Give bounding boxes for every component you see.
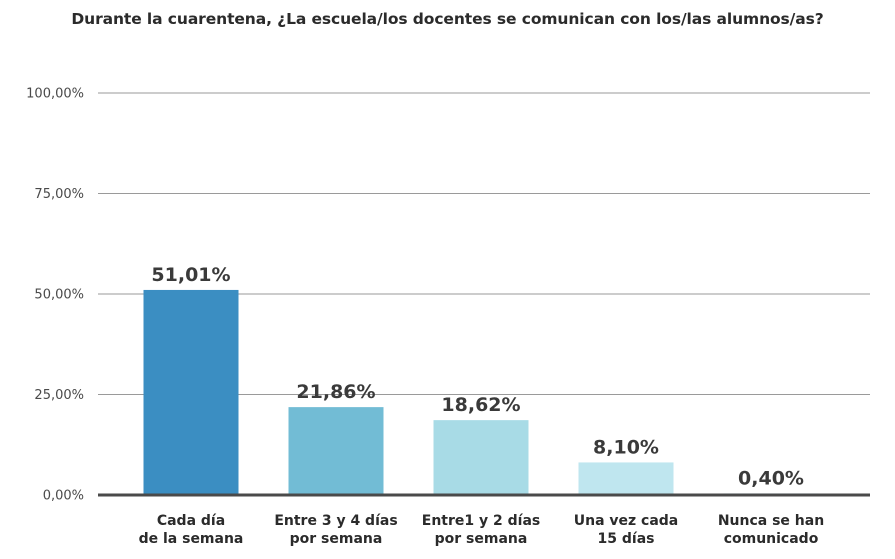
bars xyxy=(143,289,819,495)
x-tick-label: Cada día xyxy=(157,513,225,529)
x-tick-label: Entre 3 y 4 días xyxy=(274,513,397,529)
x-tick-label: comunicado xyxy=(724,531,819,547)
x-axis-labels: Cada día de la semana Entre 3 y 4 días por … xyxy=(139,513,825,547)
chart-title: Durante la cuarentena, ¿La escuela/los d… xyxy=(71,10,824,28)
y-tick-label: 50,00% xyxy=(34,288,84,303)
x-tick-label: por semana xyxy=(290,531,383,547)
y-tick-label: 100,00% xyxy=(26,87,84,102)
y-tick-label: 25,00% xyxy=(34,388,84,403)
data-label: 21,86% xyxy=(296,381,375,403)
bar xyxy=(433,420,529,495)
data-label: 8,10% xyxy=(593,436,659,458)
x-tick-label: por semana xyxy=(435,531,528,547)
x-tick-label: Nunca se han xyxy=(718,513,824,529)
data-label: 0,40% xyxy=(738,467,804,489)
bar xyxy=(578,462,674,495)
x-tick-label: Una vez cada xyxy=(574,513,679,529)
x-tick-label: Entre1 y 2 días xyxy=(422,513,540,529)
y-tick-label: 0,00% xyxy=(43,489,84,504)
y-axis-ticks: 0,00% 25,00% 50,00% 75,00% 100,00% xyxy=(26,87,84,504)
bar xyxy=(143,289,239,495)
x-tick-label: 15 días xyxy=(598,531,655,547)
bar xyxy=(288,407,384,495)
x-tick-label: de la semana xyxy=(139,531,244,547)
data-label: 51,01% xyxy=(151,264,230,286)
data-labels: 51,01% 21,86% 18,62% 8,10% 0,40% xyxy=(151,264,804,489)
y-tick-label: 75,00% xyxy=(34,187,84,202)
data-label: 18,62% xyxy=(441,394,520,416)
